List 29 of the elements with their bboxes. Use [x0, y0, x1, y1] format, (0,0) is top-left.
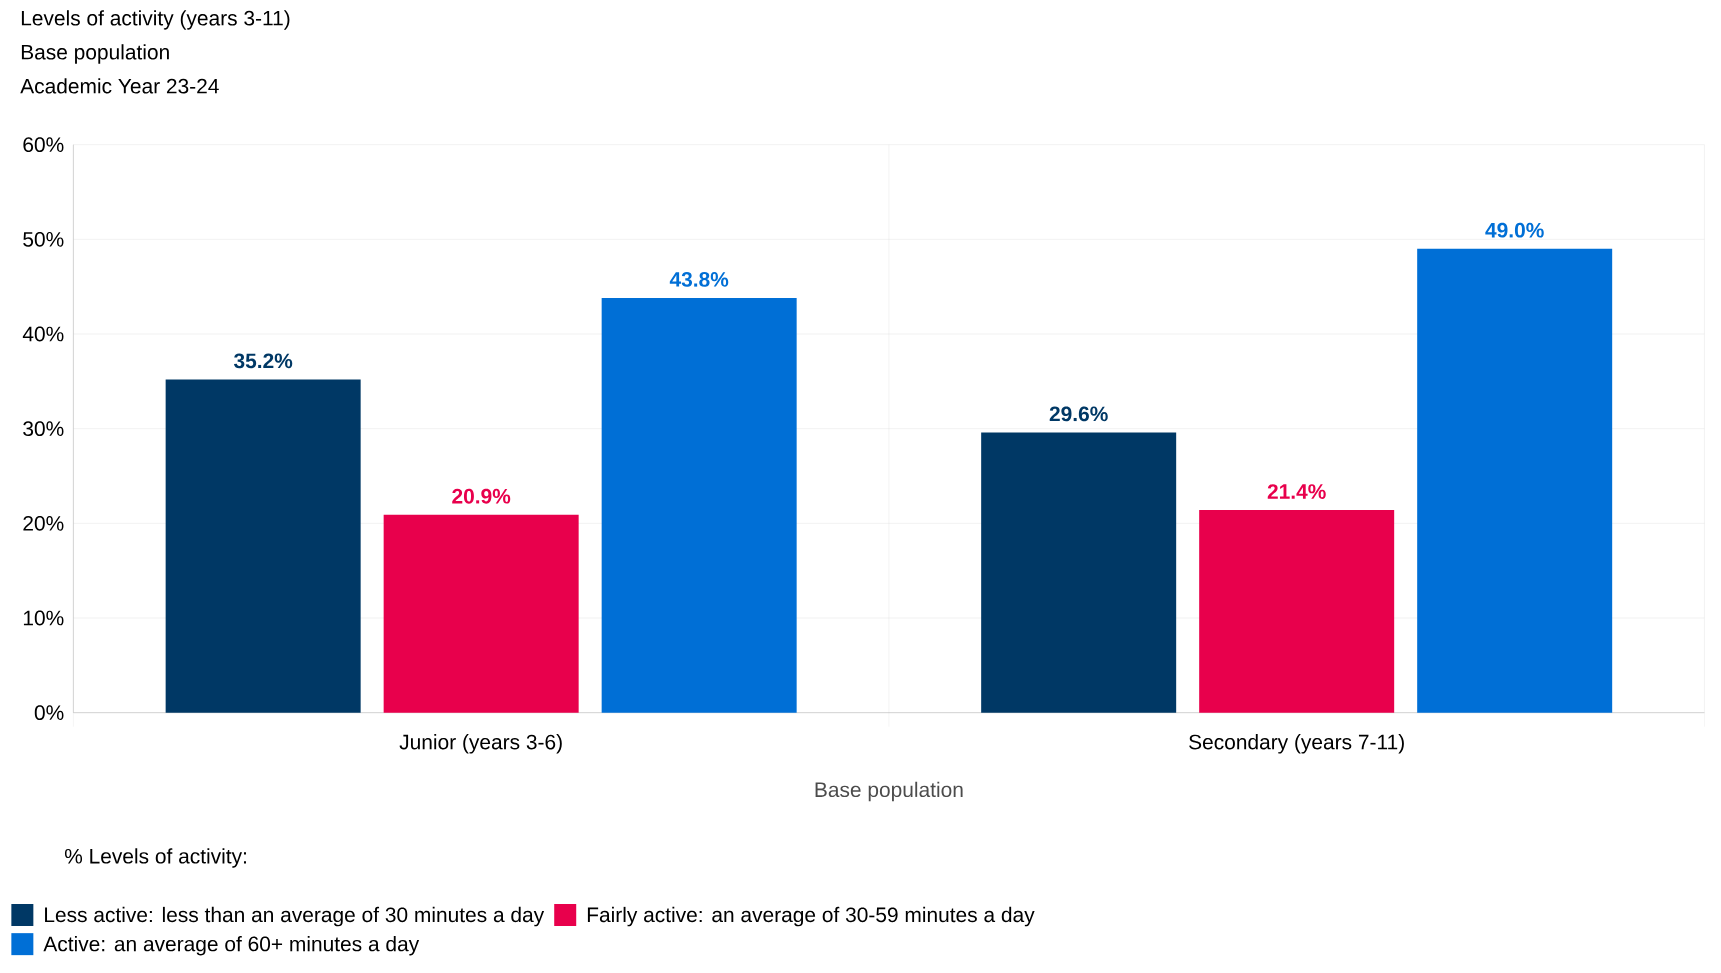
legend-label: Less active: less than an average of 30 minutes a day — [45, 906, 545, 927]
data-label: 35.2% — [233, 353, 293, 369]
legend-label: Fairly active: an average of 30-59 minutes a day — [587, 906, 1035, 927]
data-label: 43.8% — [669, 272, 729, 287]
data-label: 21.4% — [1267, 484, 1326, 499]
y-tick-label: 60% — [23, 137, 64, 153]
y-tick-label: 10% — [23, 610, 64, 626]
bar — [1199, 510, 1395, 713]
x-tick-label: Junior (years 3-6) — [399, 734, 562, 754]
bar — [383, 514, 579, 713]
bar — [981, 432, 1177, 713]
x-axis-title: Base population — [815, 781, 963, 802]
data-label: 20.9% — [452, 488, 511, 504]
chart-subtitle: Base population — [21, 44, 169, 64]
x-tick-label: Secondary (years 7-11) — [1189, 734, 1404, 754]
y-tick-label: 40% — [22, 326, 64, 342]
bar — [601, 298, 797, 713]
chart-title: Levels of activity (years 3-11) — [21, 10, 290, 30]
bar — [165, 379, 361, 713]
data-label: 29.6% — [1049, 406, 1108, 422]
data-label: 49.0% — [1485, 222, 1544, 238]
y-tick-label: 0% — [34, 705, 64, 721]
y-tick-label: 30% — [23, 421, 64, 437]
bar — [1417, 248, 1613, 713]
legend-label: Active: an average of 60+ minutes a day — [43, 936, 420, 956]
y-tick-label: 20% — [23, 515, 64, 531]
legend-title: % Levels of activity: — [64, 848, 246, 868]
text: Academic Year 23-24 — [20, 78, 219, 94]
y-tick-label: 50% — [23, 231, 64, 247]
